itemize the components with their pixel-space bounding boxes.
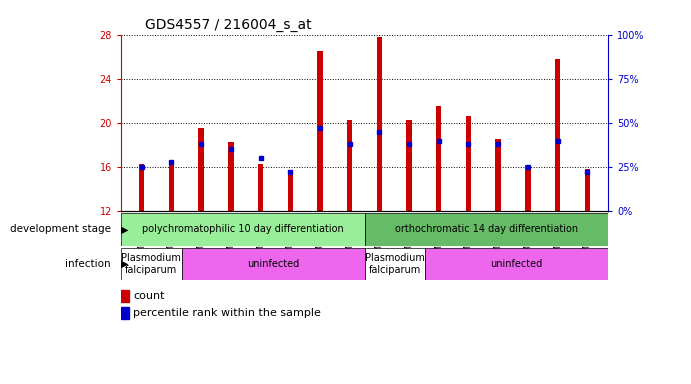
Text: infection: infection bbox=[65, 259, 111, 269]
Text: development stage: development stage bbox=[10, 224, 111, 235]
Text: ▶: ▶ bbox=[121, 224, 129, 235]
Bar bbox=[495, 139, 501, 211]
Bar bbox=[585, 169, 590, 211]
Text: percentile rank within the sample: percentile rank within the sample bbox=[133, 308, 321, 318]
Bar bbox=[555, 59, 560, 211]
Bar bbox=[406, 119, 412, 211]
Text: uninfected: uninfected bbox=[247, 259, 299, 269]
Bar bbox=[436, 106, 442, 211]
Bar bbox=[121, 213, 365, 246]
Text: uninfected: uninfected bbox=[491, 259, 543, 269]
Text: ▶: ▶ bbox=[121, 259, 129, 269]
Bar bbox=[228, 142, 234, 211]
Bar bbox=[317, 51, 323, 211]
Text: polychromatophilic 10 day differentiation: polychromatophilic 10 day differentiatio… bbox=[142, 224, 343, 235]
Bar bbox=[365, 213, 608, 246]
Bar bbox=[365, 248, 426, 280]
Text: orthochromatic 14 day differentiation: orthochromatic 14 day differentiation bbox=[395, 224, 578, 235]
Text: Plasmodium
falciparum: Plasmodium falciparum bbox=[122, 253, 181, 275]
Bar bbox=[287, 170, 293, 211]
Bar bbox=[426, 248, 608, 280]
Bar bbox=[347, 119, 352, 211]
Bar bbox=[525, 165, 531, 211]
Bar bbox=[139, 164, 144, 211]
Bar bbox=[169, 162, 174, 211]
Bar bbox=[258, 164, 263, 211]
Text: GDS4557 / 216004_s_at: GDS4557 / 216004_s_at bbox=[145, 18, 312, 32]
Bar bbox=[198, 128, 204, 211]
Bar bbox=[121, 307, 129, 319]
Bar bbox=[182, 248, 365, 280]
Bar bbox=[466, 116, 471, 211]
Bar bbox=[377, 37, 382, 211]
Bar bbox=[121, 290, 129, 302]
Text: count: count bbox=[133, 291, 165, 301]
Text: Plasmodium
falciparum: Plasmodium falciparum bbox=[365, 253, 425, 275]
Bar bbox=[121, 248, 182, 280]
